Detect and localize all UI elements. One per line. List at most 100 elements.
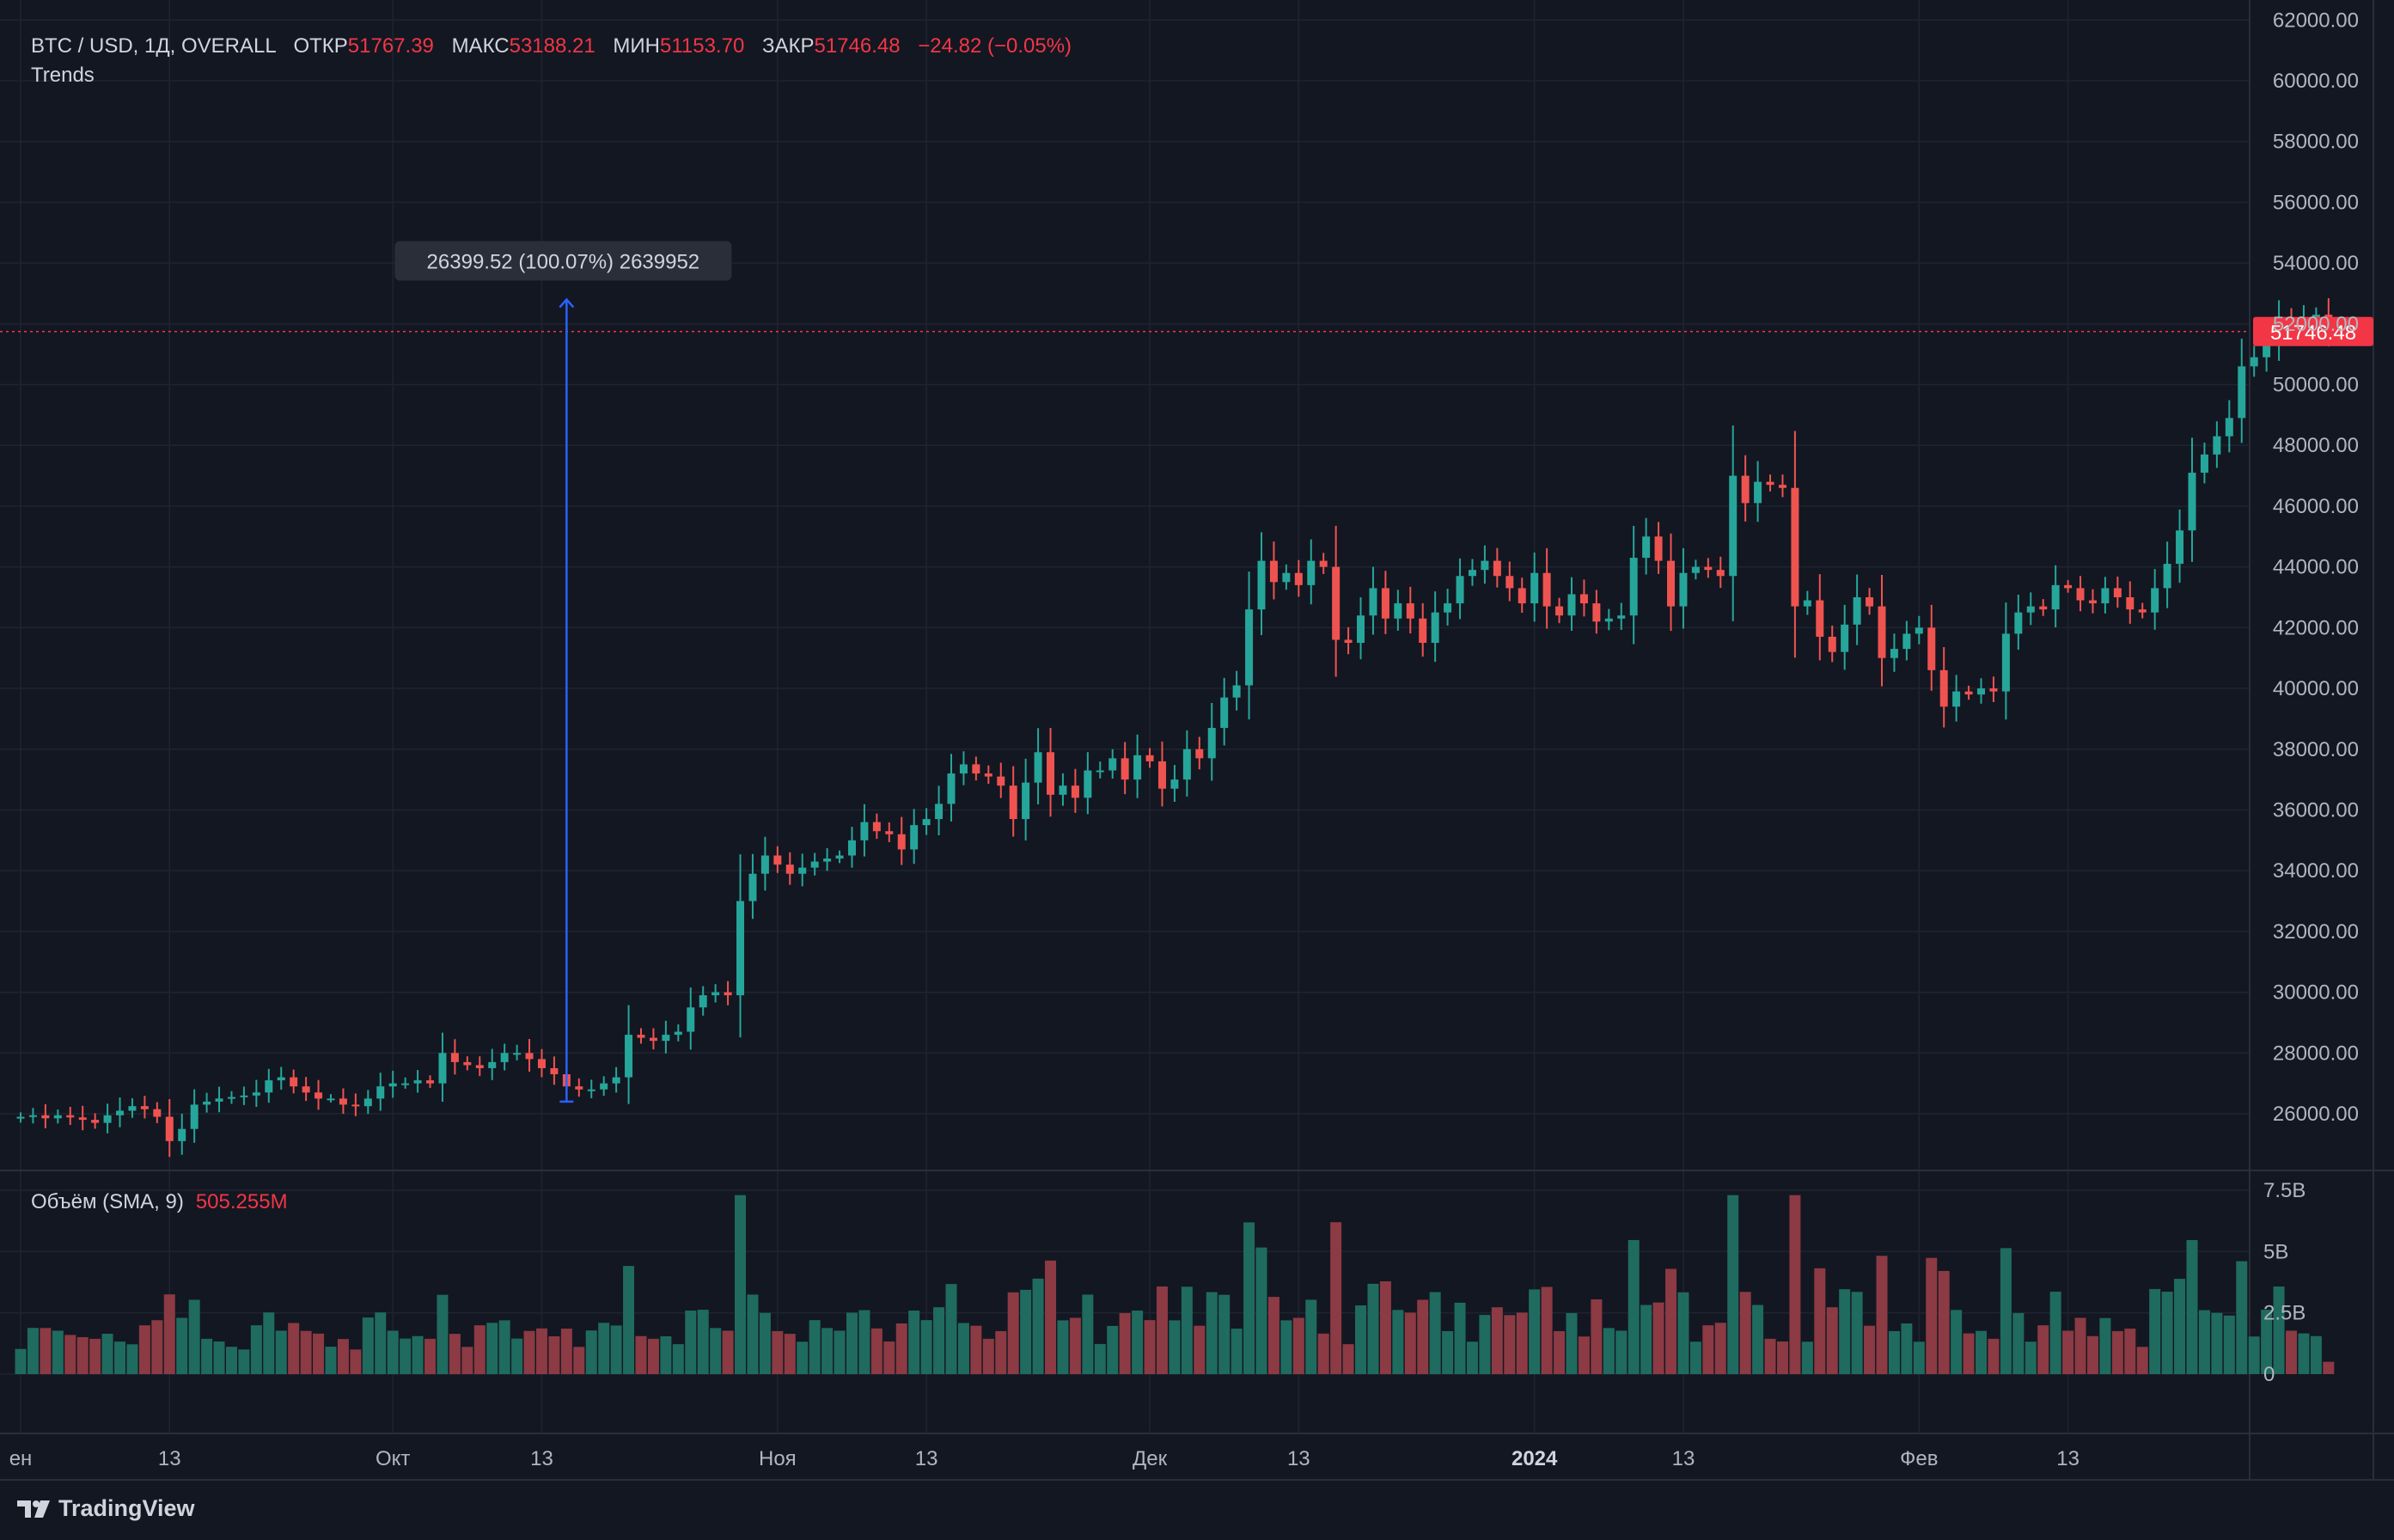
volume-legend[interactable]: Объём (SMA, 9) 505.255M xyxy=(31,1190,288,1214)
measure-label-box xyxy=(394,241,732,281)
candle-body xyxy=(302,1086,310,1093)
candle-body xyxy=(1816,600,1824,637)
candle xyxy=(662,1020,670,1054)
candle-body xyxy=(1579,594,1588,604)
candle-body xyxy=(1505,576,1514,589)
indicator-trends[interactable]: Trends xyxy=(31,64,95,87)
volume-bar xyxy=(784,1334,796,1374)
candle xyxy=(1456,558,1464,620)
candle xyxy=(1493,547,1501,588)
volume-bar xyxy=(1479,1315,1491,1374)
price-tick-label: 44000.00 xyxy=(2273,556,2359,579)
volume-bar xyxy=(1976,1330,1988,1374)
volume-bar xyxy=(1057,1320,1069,1374)
candle xyxy=(2188,437,2196,562)
candle-body xyxy=(773,855,782,865)
volume-bar xyxy=(2223,1315,2235,1374)
candle-body xyxy=(1207,728,1216,759)
candle xyxy=(2076,576,2085,612)
candle-body xyxy=(153,1109,162,1117)
volume-bar xyxy=(2186,1239,2198,1374)
candle-body xyxy=(1803,600,1811,607)
volume-bar xyxy=(1156,1286,1168,1374)
candle-body xyxy=(1282,572,1291,583)
candle-body xyxy=(2138,609,2147,613)
volume-bar xyxy=(523,1330,535,1374)
candle-body xyxy=(53,1115,62,1119)
volume-bar xyxy=(400,1338,412,1374)
candle-body xyxy=(674,1031,682,1036)
volume-bar xyxy=(225,1347,237,1374)
price-tick-label: 50000.00 xyxy=(2273,374,2359,397)
candle xyxy=(1716,556,1725,589)
volume-bar xyxy=(1231,1329,1243,1374)
candle-body xyxy=(760,855,769,874)
volume-bar xyxy=(846,1312,858,1374)
candle-body xyxy=(401,1083,410,1085)
candle-body xyxy=(2001,633,2010,692)
candle xyxy=(897,816,906,865)
candle-body xyxy=(1704,566,1713,571)
candle-body xyxy=(972,764,980,774)
candle-body xyxy=(277,1077,285,1081)
candle xyxy=(847,827,856,868)
candle-body xyxy=(2312,315,2320,318)
candle-body xyxy=(2213,436,2221,455)
volume-bar xyxy=(1603,1328,1615,1374)
candle xyxy=(2101,577,2110,614)
candle-body xyxy=(1691,566,1700,573)
tradingview-logo[interactable]: TradingView xyxy=(17,1495,195,1522)
candle-body xyxy=(785,865,794,874)
candle xyxy=(215,1086,223,1113)
candle xyxy=(1059,773,1067,806)
candle xyxy=(1245,571,1254,720)
candle-body xyxy=(351,1104,360,1107)
volume-bar xyxy=(1007,1292,1019,1374)
volume-bar xyxy=(89,1338,101,1374)
candle xyxy=(1108,749,1117,779)
time-tick-label: Фев xyxy=(1900,1447,1938,1470)
time-tick-label: 2024 xyxy=(1512,1447,1558,1470)
candle xyxy=(2088,589,2097,614)
volume-bar xyxy=(188,1299,200,1374)
candle-body xyxy=(997,776,1005,786)
candle xyxy=(376,1072,385,1111)
volume-tick-label: 2.5B xyxy=(2263,1302,2305,1325)
candle xyxy=(28,1108,37,1124)
price-tick-label: 30000.00 xyxy=(2273,981,2359,1005)
candle xyxy=(413,1070,422,1093)
price-tick-label: 56000.00 xyxy=(2273,191,2359,214)
candle-body xyxy=(1927,627,1936,670)
symbol-name[interactable]: BTC / USD, 1Д, OVERALL xyxy=(31,34,276,58)
candle xyxy=(1220,677,1229,746)
last-price-tag xyxy=(2253,316,2373,346)
volume-bar xyxy=(1181,1286,1193,1374)
volume-bar xyxy=(1739,1292,1751,1374)
candle xyxy=(128,1097,137,1118)
candle-body xyxy=(1444,603,1452,613)
candle-body xyxy=(947,773,956,804)
volume-bar xyxy=(1727,1195,1739,1374)
volume-bar xyxy=(2049,1292,2061,1374)
candle xyxy=(2001,602,2010,720)
volume-bar xyxy=(1206,1292,1218,1374)
candle xyxy=(165,1099,174,1158)
candle xyxy=(984,765,992,785)
volume-bar xyxy=(1404,1312,1416,1374)
candle-body xyxy=(1170,779,1179,789)
candle xyxy=(2176,509,2184,584)
volume-bar xyxy=(2000,1248,2012,1374)
candle-body xyxy=(240,1095,248,1097)
volume-bar xyxy=(1628,1239,1640,1374)
volume-bar xyxy=(2298,1333,2310,1374)
candle-body xyxy=(1269,560,1278,583)
volume-bar xyxy=(1851,1292,1863,1374)
candle xyxy=(860,804,869,857)
volume-bar xyxy=(114,1341,126,1374)
time-tick-label: 13 xyxy=(158,1447,181,1470)
candle xyxy=(1394,590,1402,631)
candle-body xyxy=(1456,576,1464,604)
candle-body xyxy=(1468,570,1476,577)
price-tick-label: 54000.00 xyxy=(2273,252,2359,275)
